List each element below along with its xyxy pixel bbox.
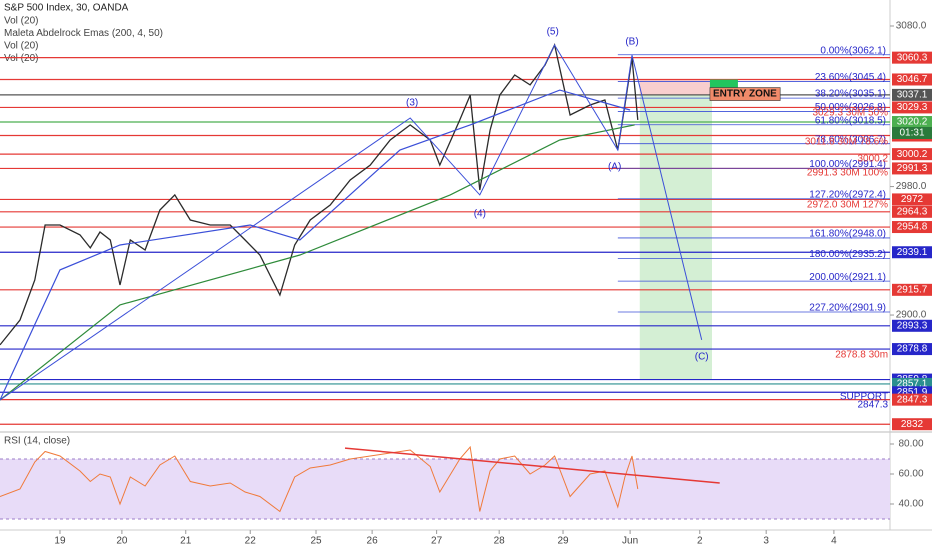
fib-label: 200.00%(2921.1) (809, 272, 886, 283)
price-label-box (892, 148, 932, 161)
annotation: 3011.8 30M 78.6% (805, 137, 888, 148)
price-label-box (892, 393, 932, 406)
price-label-box (892, 343, 932, 356)
price-label: 2972 (901, 194, 924, 205)
annotation: 3000.2 (857, 154, 888, 165)
x-tick-label: 2 (697, 536, 703, 547)
x-tick-label: 20 (116, 536, 128, 547)
price-label-box (892, 88, 932, 101)
fib-label: 100.00%(2991.4) (809, 159, 886, 170)
fib-label: 23.60%(3045.4) (815, 72, 886, 83)
price-label: 2832 (901, 419, 924, 430)
price-label-box (892, 193, 932, 206)
price-label-box (892, 246, 932, 259)
rsi-y-tick-label: 60.00 (898, 469, 923, 480)
fib-label: 161.80%(2948.0) (809, 229, 886, 240)
legend-text: Maleta Abdelrock Emas (200, 4, 50) (4, 28, 163, 39)
x-tick-label: 29 (557, 536, 569, 547)
countdown-box (892, 127, 932, 139)
rsi-title: RSI (14, close) (4, 436, 70, 447)
x-tick-label: 19 (54, 536, 66, 547)
price-label-box (892, 319, 932, 332)
legend-text: Vol (20) (4, 16, 38, 27)
x-tick-label: Jun (622, 536, 638, 547)
y-tick-label: 2980.0 (896, 181, 927, 192)
price-label-box (892, 418, 932, 431)
annotation: ENTRY ZONE (713, 89, 777, 100)
legend-text: Vol (20) (4, 53, 38, 64)
price-label-box (892, 51, 932, 64)
wave-line (0, 43, 703, 401)
x-tick-label: 26 (367, 536, 379, 547)
price-label-box (892, 205, 932, 218)
price-label-box (892, 221, 932, 234)
fib-label: 127.20%(2972.4) (809, 189, 886, 200)
price-label: 2893.3 (897, 320, 928, 331)
price-label-box (892, 116, 932, 129)
annotation: (C) (695, 352, 709, 363)
rsi-line (0, 445, 639, 513)
y-tick-label: 3080.0 (896, 21, 927, 32)
moving-average (0, 124, 635, 401)
price-label: 3060.3 (897, 52, 928, 63)
annotation-marker (709, 79, 738, 88)
price-label: 2851.9 (897, 387, 928, 398)
price-label: 3000.2 (897, 149, 928, 160)
price-label-box (892, 283, 932, 296)
fib-label: 0.00%(3062.1) (820, 45, 886, 56)
x-tick-label: 22 (245, 536, 257, 547)
price-label-box (892, 101, 932, 114)
price-label: 3029.3 (897, 102, 928, 113)
rsi-y-tick-label: 40.00 (898, 499, 923, 510)
x-tick-label: 27 (431, 536, 443, 547)
x-tick-label: 4 (831, 536, 837, 547)
fib-label: 227.20%(2901.9) (809, 303, 886, 314)
rsi-band (0, 459, 890, 519)
annotation: (A) (608, 162, 621, 173)
price-label: 3020.2 (897, 117, 928, 128)
price-label: 2939.1 (897, 247, 928, 258)
price-label: 2847.3 (897, 394, 928, 405)
fib-label: 38.20%(3035.1) (815, 89, 886, 100)
zone (639, 79, 712, 95)
annotation: (B) (625, 37, 638, 48)
x-tick-label: 21 (180, 536, 192, 547)
annotation: 2878.8 30m (835, 350, 888, 361)
moving-average (0, 89, 631, 401)
legend-text: Vol (20) (4, 41, 38, 52)
annotation: 2991.3 30M 100% (807, 168, 888, 179)
price-label: 2857.1 (897, 379, 928, 390)
price-label: 3046.7 (897, 74, 928, 85)
annotation: 3029.3 30M 50% (812, 108, 888, 119)
x-tick-label: 28 (494, 536, 506, 547)
rsi-trendline (344, 447, 720, 484)
fib-label: 61.80%(3018.5) (815, 115, 886, 126)
chart-title: S&P 500 Index, 30, OANDA (4, 3, 129, 14)
price-label: 2954.8 (897, 222, 928, 233)
annotation-box (709, 87, 781, 101)
price-label-box (892, 73, 932, 86)
y-tick-label: 2900.0 (896, 310, 927, 321)
annotation: 2847.3 (857, 400, 888, 411)
price-label-box (892, 162, 932, 175)
price-label: 2915.7 (897, 284, 928, 295)
countdown: 01:31 (899, 128, 924, 139)
annotation: (5) (547, 27, 559, 38)
fib-label: 180.00%(2935.2) (809, 249, 886, 260)
annotation: SUPPORT (840, 392, 888, 403)
price-label: 2991.3 (897, 163, 928, 174)
x-tick-label: 25 (310, 536, 322, 547)
fib-label: 78.60%(3006.7) (815, 134, 886, 145)
fib-label: 50.00%(3026.8) (815, 102, 886, 113)
price-label: 3037.1 (897, 90, 928, 101)
annotation: 2972.0 30M 127% (807, 200, 888, 211)
price-label: 2964.3 (897, 206, 928, 217)
x-tick-label: 3 (763, 536, 769, 547)
price-label: 2878.8 (897, 344, 928, 355)
annotation: (4) (474, 209, 486, 220)
rsi-y-tick-label: 80.00 (898, 439, 923, 450)
annotation: (3) (406, 98, 418, 109)
